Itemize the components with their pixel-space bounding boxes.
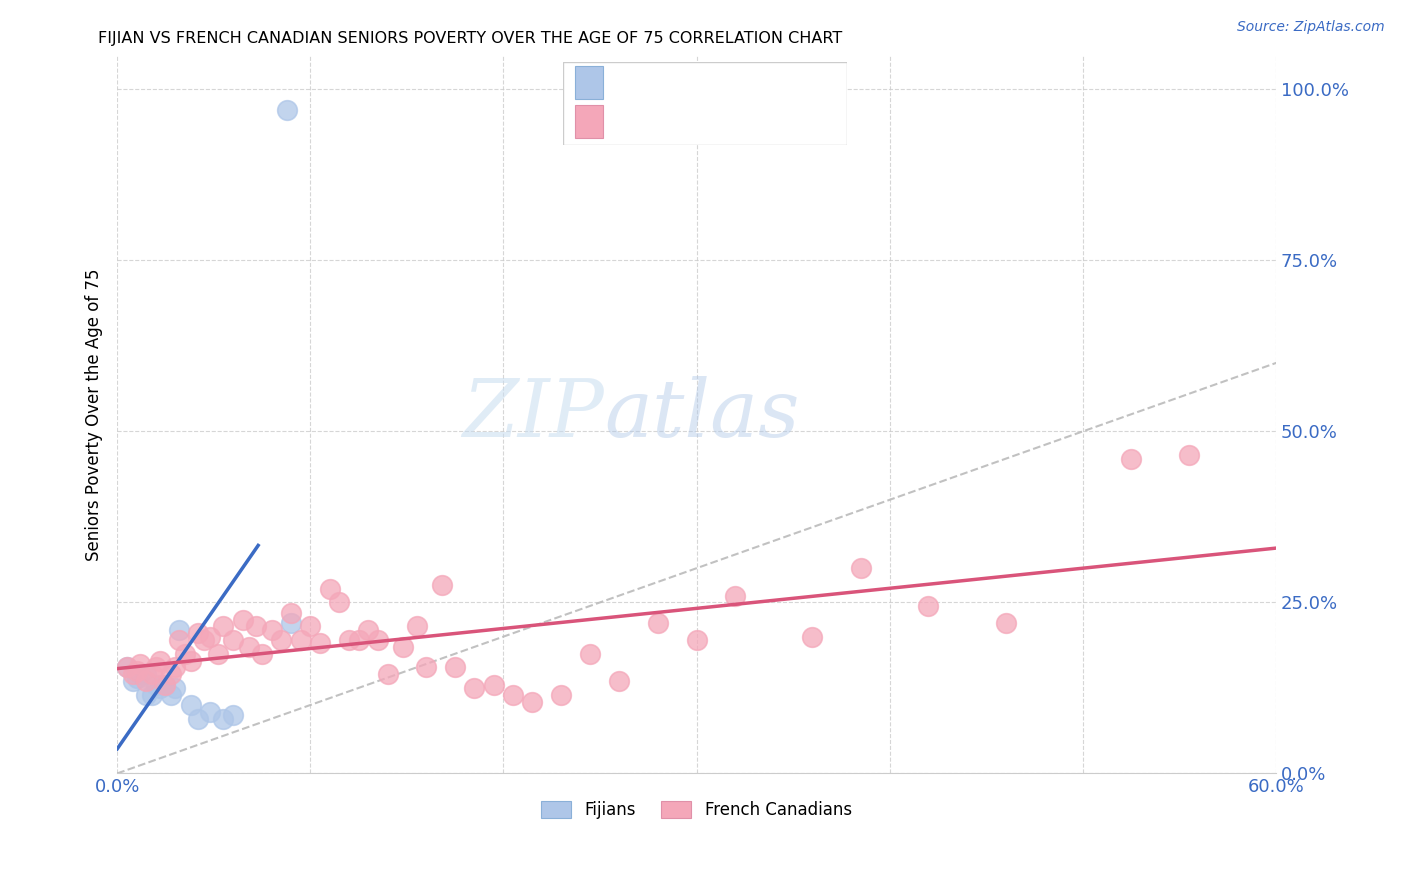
Point (309, 636, 332, 650)
Point (270, 633, 292, 648)
Text: atlas: atlas (603, 376, 799, 453)
Point (607, 674, 630, 689)
Point (280, 606, 302, 620)
Point (463, 681, 485, 695)
Point (129, 667, 152, 681)
Legend: Fijians, French Canadians: Fijians, French Canadians (534, 795, 859, 826)
Point (155, 677, 177, 691)
Point (149, 654, 172, 668)
Point (238, 640, 260, 654)
Point (994, 615, 1017, 630)
Point (180, 654, 202, 668)
Text: Source: ZipAtlas.com: Source: ZipAtlas.com (1237, 20, 1385, 34)
Point (328, 595, 350, 609)
Point (198, 630, 221, 644)
Point (222, 708, 245, 723)
Point (917, 599, 939, 613)
Point (115, 660, 138, 674)
Point (115, 660, 138, 674)
Point (290, 633, 312, 648)
Point (579, 647, 602, 661)
Point (245, 619, 267, 633)
Point (129, 657, 152, 671)
Y-axis label: Seniors Poverty Over the Age of 75: Seniors Poverty Over the Age of 75 (86, 268, 103, 560)
Point (250, 647, 273, 661)
Point (392, 640, 415, 654)
Point (165, 681, 187, 695)
Point (125, 664, 148, 678)
Point (141, 667, 163, 681)
Point (232, 613, 254, 627)
Text: ZIP: ZIP (463, 376, 603, 453)
Point (167, 633, 190, 648)
Point (145, 660, 167, 674)
Point (347, 633, 370, 648)
Point (280, 615, 302, 630)
Point (357, 623, 380, 637)
Point (187, 712, 209, 726)
Point (207, 647, 229, 661)
Point (160, 667, 183, 681)
Point (299, 619, 322, 633)
Point (212, 619, 235, 633)
Point (276, 103, 298, 117)
Point (430, 578, 453, 592)
Point (724, 589, 747, 603)
Point (125, 671, 148, 685)
Point (685, 633, 707, 648)
Point (173, 647, 195, 661)
Point (337, 633, 360, 648)
Point (155, 677, 177, 691)
Point (849, 561, 872, 575)
Point (135, 688, 157, 702)
Point (502, 688, 524, 702)
Point (180, 698, 202, 712)
Point (415, 660, 437, 674)
Point (149, 681, 172, 695)
Point (1119, 451, 1142, 466)
Point (318, 582, 340, 596)
Point (160, 688, 183, 702)
Text: FIJIAN VS FRENCH CANADIAN SENIORS POVERTY OVER THE AGE OF 75 CORRELATION CHART: FIJIAN VS FRENCH CANADIAN SENIORS POVERT… (98, 31, 842, 46)
Point (135, 674, 157, 689)
Point (121, 674, 143, 689)
Point (145, 677, 167, 691)
Point (1178, 448, 1201, 462)
Point (135, 667, 157, 681)
Point (212, 712, 235, 726)
Point (647, 615, 669, 630)
Point (222, 633, 245, 648)
Point (444, 660, 467, 674)
Point (198, 705, 221, 719)
Point (550, 688, 572, 702)
Point (167, 623, 190, 637)
Point (367, 633, 389, 648)
Point (405, 619, 427, 633)
Point (193, 633, 215, 648)
Point (801, 630, 824, 644)
Point (165, 660, 187, 674)
Point (260, 623, 283, 637)
Point (482, 677, 505, 691)
Point (141, 688, 163, 702)
Point (377, 667, 399, 681)
Point (121, 667, 143, 681)
Point (522, 695, 544, 709)
Point (187, 626, 209, 640)
